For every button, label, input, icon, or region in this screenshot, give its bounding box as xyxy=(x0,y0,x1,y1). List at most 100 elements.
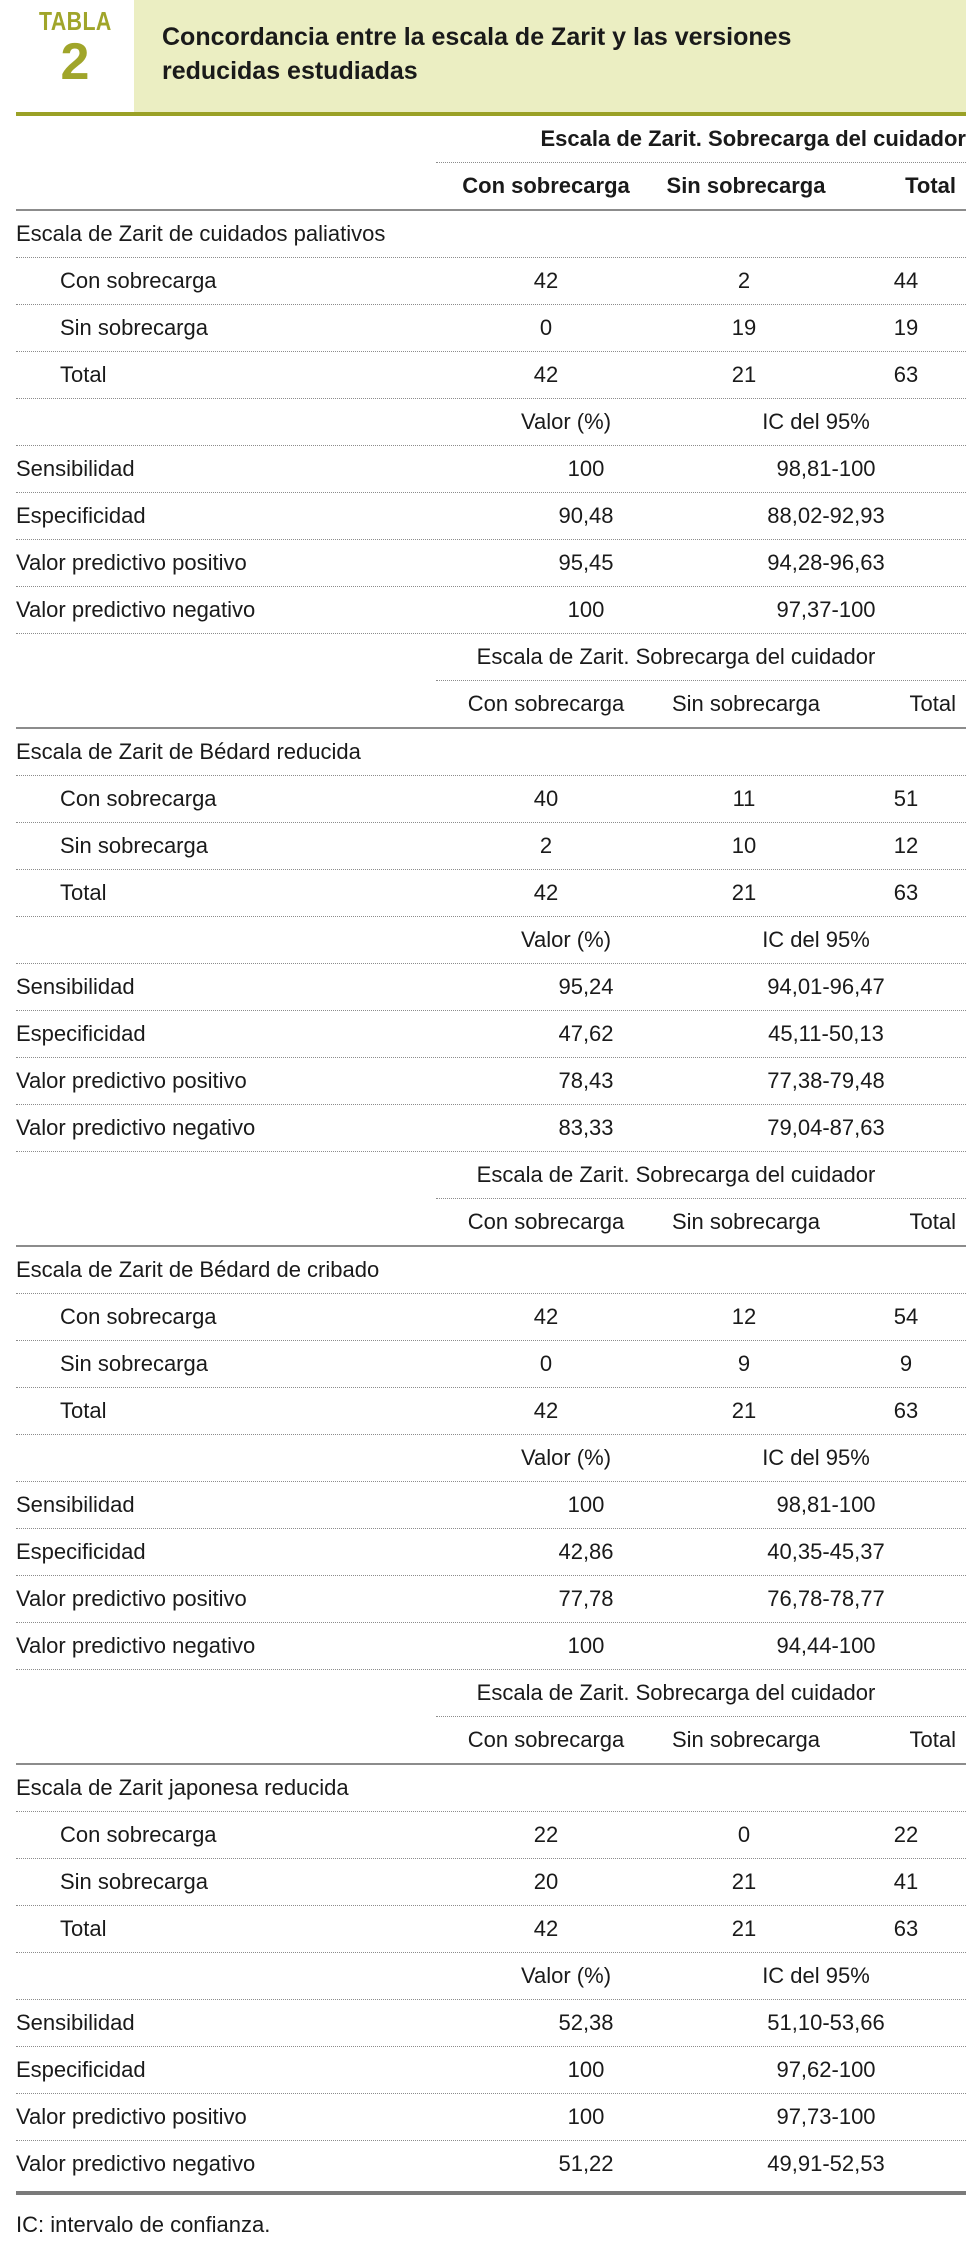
scale-name: Escala de Zarit japonesa reducida xyxy=(16,1775,349,1800)
row-label: Total xyxy=(60,1398,107,1423)
row-value-con: 42 xyxy=(533,268,559,293)
table-row: Total 42 21 63 xyxy=(16,1388,966,1435)
stats-label: Valor predictivo positivo xyxy=(16,1586,247,1611)
scale-name-row: Escala de Zarit de cuidados paliativos xyxy=(16,211,966,258)
col-header-total: Total xyxy=(909,1209,956,1234)
super-header-row: Escala de Zarit. Sobrecarga del cuidador xyxy=(436,1670,966,1717)
stats-valor: 83,33 xyxy=(558,1115,614,1140)
col-header-sin: Sin sobrecarga xyxy=(672,1209,820,1234)
row-value-sin: 2 xyxy=(737,268,751,293)
stats-header-ic: IC del 95% xyxy=(762,927,870,952)
stats-valor: 95,24 xyxy=(558,974,614,999)
scale-name: Escala de Zarit de Bédard de cribado xyxy=(16,1257,380,1282)
stats-ic: 40,35-45,37 xyxy=(767,1539,885,1564)
stats-valor: 42,86 xyxy=(558,1539,614,1564)
stats-row: Sensibilidad 95,24 94,01-96,47 xyxy=(16,964,966,1011)
col-header-sin: Sin sobrecarga xyxy=(672,1727,820,1752)
stats-valor: 100 xyxy=(567,2057,605,2082)
stats-valor: 100 xyxy=(567,2104,605,2129)
row-value-sin: 21 xyxy=(731,1398,757,1423)
stats-row: Sensibilidad 100 98,81-100 xyxy=(16,446,966,493)
row-value-total: 63 xyxy=(893,880,919,905)
table-title-line-1: Concordancia entre la escala de Zarit y … xyxy=(162,23,792,51)
col-header-total: Total xyxy=(909,1727,956,1752)
table-row: Total 42 21 63 xyxy=(16,870,966,917)
stats-label: Valor predictivo negativo xyxy=(16,1633,256,1658)
row-value-con: 22 xyxy=(533,1822,559,1847)
stats-ic: 97,73-100 xyxy=(776,2104,876,2129)
stats-ic: 97,62-100 xyxy=(776,2057,876,2082)
stats-header-valor: Valor (%) xyxy=(520,409,612,434)
stats-valor: 100 xyxy=(567,456,605,481)
stats-label: Especificidad xyxy=(16,1021,146,1046)
stats-valor: 47,62 xyxy=(558,1021,614,1046)
scale-name: Escala de Zarit de cuidados paliativos xyxy=(16,221,386,246)
stats-row: Valor predictivo positivo 77,78 76,78-78,7… xyxy=(16,1576,966,1623)
stats-header-ic: IC del 95% xyxy=(762,409,870,434)
table-row: Sin sobrecarga 20 21 41 xyxy=(16,1859,966,1906)
stats-ic: 98,81-100 xyxy=(776,1492,876,1517)
stats-ic: 51,10-53,66 xyxy=(767,2010,885,2035)
row-value-sin: 11 xyxy=(732,786,756,811)
row-value-sin: 10 xyxy=(731,833,757,858)
row-value-sin: 9 xyxy=(737,1351,751,1376)
stats-ic: 88,02-92,93 xyxy=(767,503,885,528)
row-value-total: 54 xyxy=(893,1304,919,1329)
stats-valor: 100 xyxy=(567,597,605,622)
stats-header-row: Valor (%) IC del 95% xyxy=(16,399,966,446)
stats-label: Valor predictivo positivo xyxy=(16,550,247,575)
row-value-con: 42 xyxy=(533,1398,559,1423)
row-value-con: 0 xyxy=(539,1351,553,1376)
col-header-total: Total xyxy=(909,691,956,716)
col-header-sin: Sin sobrecarga xyxy=(666,173,826,198)
row-value-total: 12 xyxy=(893,833,919,858)
stats-header-row: Valor (%) IC del 95% xyxy=(16,1953,966,2000)
col-header-con: Con sobrecarga xyxy=(467,1727,625,1752)
stats-label: Sensibilidad xyxy=(16,456,135,481)
stats-header-valor: Valor (%) xyxy=(520,1963,612,1988)
row-label: Con sobrecarga xyxy=(60,1304,217,1329)
stats-ic: 97,37-100 xyxy=(776,597,876,622)
scale-name-row: Escala de Zarit de Bédard de cribado xyxy=(16,1247,966,1294)
stats-valor: 78,43 xyxy=(558,1068,614,1093)
row-value-sin: 19 xyxy=(731,315,757,340)
stats-valor: 100 xyxy=(567,1633,605,1658)
row-value-total: 63 xyxy=(893,1398,919,1423)
row-value-con: 42 xyxy=(533,880,559,905)
table-title-line-2: reducidas estudiadas xyxy=(162,57,418,85)
scale-name-row: Escala de Zarit de Bédard reducida xyxy=(16,729,966,776)
row-value-sin: 21 xyxy=(731,1869,757,1894)
table-row: Con sobrecarga 40 11 51 xyxy=(16,776,966,823)
super-header: Escala de Zarit. Sobrecarga del cuidador xyxy=(476,644,876,669)
stats-row: Valor predictivo positivo 95,45 94,28-96,6… xyxy=(16,540,966,587)
row-value-con: 2 xyxy=(539,833,553,858)
table-row: Sin sobrecarga 0 19 19 xyxy=(16,305,966,352)
stats-row: Especificidad 100 97,62-100 xyxy=(16,2047,966,2094)
row-value-total: 63 xyxy=(893,1916,919,1941)
stats-ic: 94,28-96,63 xyxy=(767,550,885,575)
row-label: Sin sobrecarga xyxy=(60,1351,208,1376)
stats-label: Valor predictivo positivo xyxy=(16,2104,247,2129)
stats-valor: 77,78 xyxy=(558,1586,614,1611)
table-row: Total 42 21 63 xyxy=(16,1906,966,1953)
table-row: Con sobrecarga 42 2 44 xyxy=(16,258,966,305)
stats-row: Valor predictivo positivo 78,43 77,38-79,4… xyxy=(16,1058,966,1105)
table-row: Con sobrecarga 42 12 54 xyxy=(16,1294,966,1341)
stats-label: Valor predictivo negativo xyxy=(16,2151,256,2176)
stats-header-row: Valor (%) IC del 95% xyxy=(16,917,966,964)
row-value-sin: 0 xyxy=(737,1822,751,1847)
col-header-sin: Sin sobrecarga xyxy=(672,691,820,716)
table-page: TABLA 2 Concordancia entre la escala de … xyxy=(16,0,966,2245)
stats-row: Valor predictivo positivo 100 97,73-100 xyxy=(16,2094,966,2141)
stats-row: Sensibilidad 52,38 51,10-53,66 xyxy=(16,2000,966,2047)
stats-ic: 94,01-96,47 xyxy=(767,974,885,999)
table-footnote: IC: intervalo de confianza. xyxy=(16,2212,271,2237)
row-label: Con sobrecarga xyxy=(60,268,217,293)
stats-valor: 95,45 xyxy=(558,550,614,575)
row-label: Total xyxy=(60,362,107,387)
stats-label: Valor predictivo negativo xyxy=(16,597,256,622)
table-body: Escala de Zarit. Sobrecarga del cuidador… xyxy=(16,116,966,2187)
stats-row: Valor predictivo negativo 100 94,44-100 xyxy=(16,1623,966,1670)
stats-row: Especificidad 90,48 88,02-92,93 xyxy=(16,493,966,540)
stats-row: Valor predictivo negativo 51,22 49,91-52,5… xyxy=(16,2141,966,2187)
